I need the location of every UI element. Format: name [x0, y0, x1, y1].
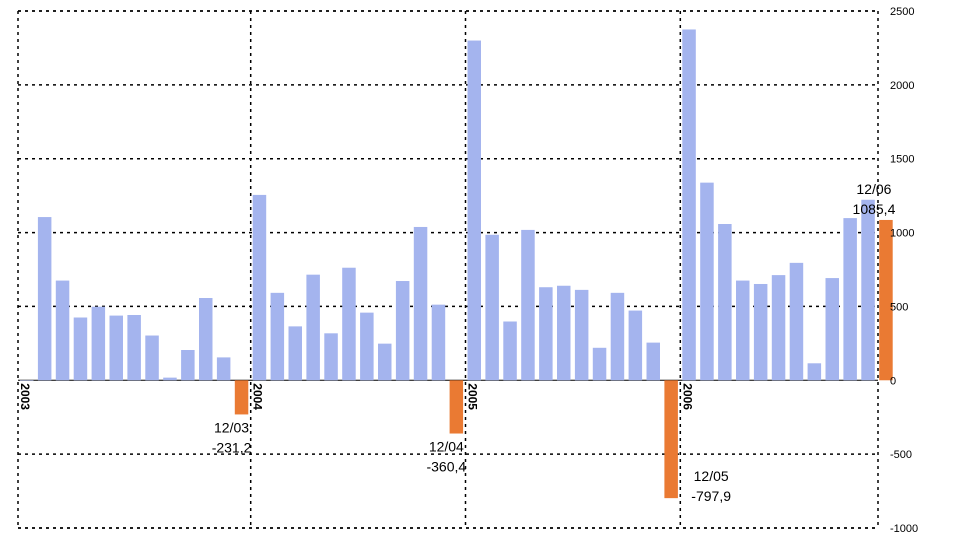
bar	[485, 234, 499, 381]
y-tick-label: 0	[890, 375, 896, 387]
bar	[216, 357, 231, 381]
bar	[431, 304, 446, 381]
bar	[539, 287, 553, 381]
bar	[270, 292, 285, 381]
bar-series	[20, 29, 893, 499]
bar	[163, 377, 177, 381]
y-tick-label: 1500	[890, 154, 914, 166]
year-label: 2004	[251, 383, 265, 410]
bar	[700, 182, 714, 381]
y-tick-label: 500	[890, 301, 908, 313]
bar	[610, 292, 625, 381]
bar	[20, 380, 34, 381]
bar	[789, 262, 804, 381]
y-tick-label: 2500	[890, 6, 914, 18]
bar	[592, 347, 607, 381]
x-axis-year-labels: 2003 2004 2005 2006	[18, 383, 694, 410]
bar	[557, 285, 571, 381]
bar	[467, 40, 481, 381]
bar-highlight	[879, 219, 893, 381]
annotation-value: 1085,4	[853, 201, 896, 217]
bar-annotations: 12/03 -231,2 12/04 -360,4 12/05 -797,9 12/06 10…	[212, 181, 896, 504]
year-label: 2003	[18, 383, 32, 410]
y-axis: 2500 2000 1500 1000 500 0 -500 -1000	[890, 6, 918, 533]
bar	[55, 280, 70, 381]
bar	[288, 326, 302, 381]
bar	[771, 275, 786, 381]
bar	[395, 281, 410, 381]
y-tick-label: -500	[890, 449, 912, 461]
bar-highlight	[449, 380, 464, 434]
bar	[718, 224, 732, 381]
bar	[324, 333, 338, 381]
bar	[628, 310, 643, 381]
year-label: 2006	[680, 383, 694, 410]
bar	[342, 267, 356, 381]
grid-lines	[17, 10, 879, 529]
bar	[574, 289, 589, 381]
bar	[378, 343, 392, 381]
bar	[109, 315, 123, 381]
year-label: 2005	[466, 383, 480, 410]
bar	[73, 317, 88, 381]
annotation-period: 12/05	[694, 468, 729, 484]
bar	[306, 274, 320, 381]
bar	[199, 298, 213, 381]
bar	[861, 199, 875, 381]
annotation-period: 12/04	[429, 439, 464, 455]
bar	[843, 218, 857, 381]
bar	[360, 312, 374, 381]
y-tick-label: -1000	[890, 523, 918, 533]
bar	[825, 278, 839, 381]
bar	[145, 335, 159, 381]
bar	[181, 350, 195, 381]
bar	[646, 342, 660, 381]
bar	[736, 280, 750, 381]
bar	[521, 229, 535, 381]
annotation-period: 12/06	[856, 181, 891, 197]
bar	[503, 321, 517, 381]
y-tick-label: 2000	[890, 80, 914, 92]
bar	[807, 363, 822, 381]
bar	[37, 217, 52, 381]
bar	[127, 314, 141, 381]
bar-highlight	[664, 380, 678, 499]
annotation-value: -797,9	[691, 488, 731, 504]
y-tick-label: 1000	[890, 228, 914, 240]
bar	[682, 29, 696, 381]
bar	[753, 283, 768, 381]
bar	[91, 306, 106, 381]
bar	[413, 226, 428, 381]
annotation-period: 12/03	[214, 419, 249, 435]
bar	[252, 194, 267, 381]
annotation-value: -231,2	[212, 439, 252, 455]
annotation-value: -360,4	[426, 459, 466, 475]
bar-highlight	[234, 380, 249, 415]
